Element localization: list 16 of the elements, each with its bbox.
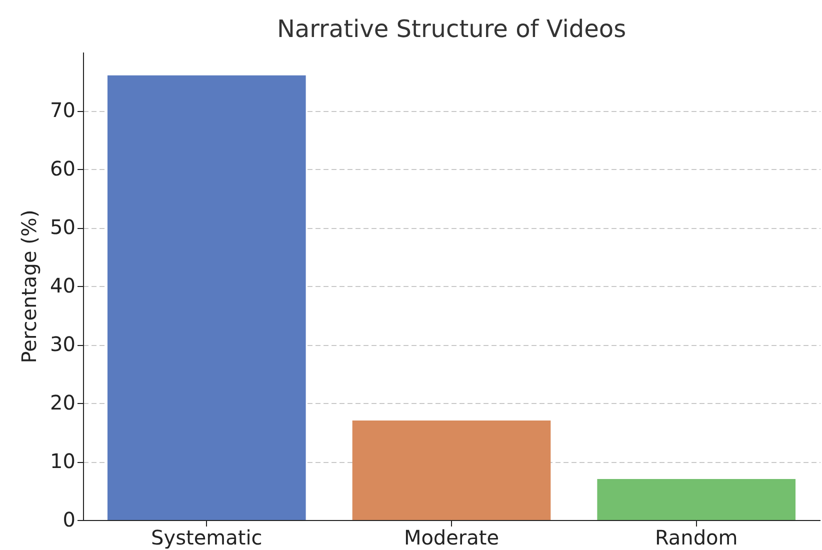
bar: [352, 420, 551, 520]
chart-title: Narrative Structure of Videos: [276, 15, 626, 43]
y-tick-label: 40: [50, 274, 76, 298]
x-tick-label: Systematic: [151, 526, 262, 550]
y-tick-label: 60: [50, 156, 76, 180]
y-tick-label: 70: [50, 98, 76, 122]
x-tick-label: Moderate: [404, 526, 500, 550]
y-axis-title: Percentage (%): [17, 210, 42, 364]
y-tick-label: 20: [50, 390, 76, 414]
y-tick-label: 0: [62, 508, 76, 532]
bar: [107, 75, 306, 520]
y-tick-label: 10: [50, 449, 76, 473]
y-tick-label: 50: [50, 215, 76, 239]
y-tick-label: 30: [50, 332, 76, 356]
bar: [597, 479, 796, 520]
x-tick-label: Random: [654, 526, 738, 550]
